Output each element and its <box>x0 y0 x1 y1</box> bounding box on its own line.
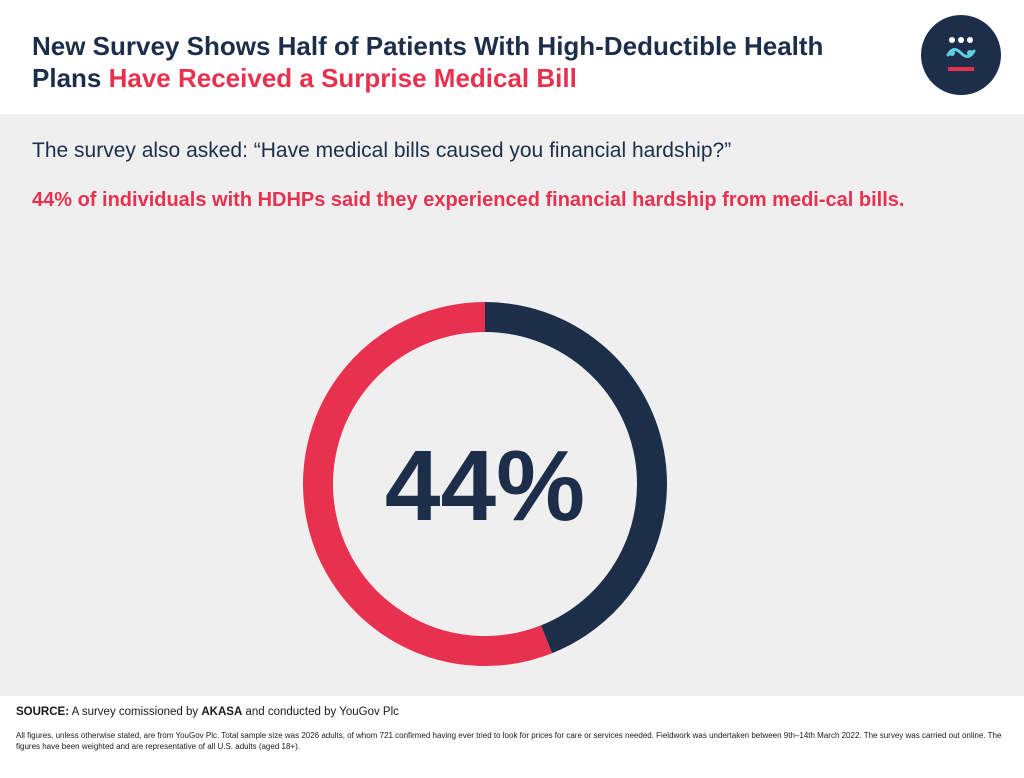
donut-chart: 44% <box>303 302 667 666</box>
survey-question: The survey also asked: “Have medical bil… <box>32 139 732 162</box>
methodology-note: All figures, unless otherwise stated, ar… <box>16 731 1002 751</box>
donut-slice-0 <box>484 302 667 654</box>
akasa-logo-icon <box>921 15 1001 95</box>
header: New Survey Shows Half of Patients With H… <box>0 0 1024 114</box>
footer <box>0 696 1024 778</box>
page-title: New Survey Shows Half of Patients With H… <box>32 30 892 94</box>
source-brand: AKASA <box>201 706 243 718</box>
source-text-2: and conducted by YouGov Plc <box>245 706 399 718</box>
source-label: SOURCE: <box>16 706 70 718</box>
content-panel <box>0 114 1024 696</box>
source-text-1: A survey comissioned by <box>71 706 199 718</box>
donut-center-label: 44% <box>385 430 585 542</box>
title-accent: Have Received a Surprise Medical Bill <box>108 63 577 93</box>
donut-slice-1 <box>303 302 552 666</box>
title-main: New Survey Shows Half of Patients With H… <box>32 31 824 93</box>
key-finding: 44% of individuals with HDHPs said they … <box>32 189 905 211</box>
source-line: SOURCE: A survey comissioned by AKASA an… <box>16 706 399 718</box>
